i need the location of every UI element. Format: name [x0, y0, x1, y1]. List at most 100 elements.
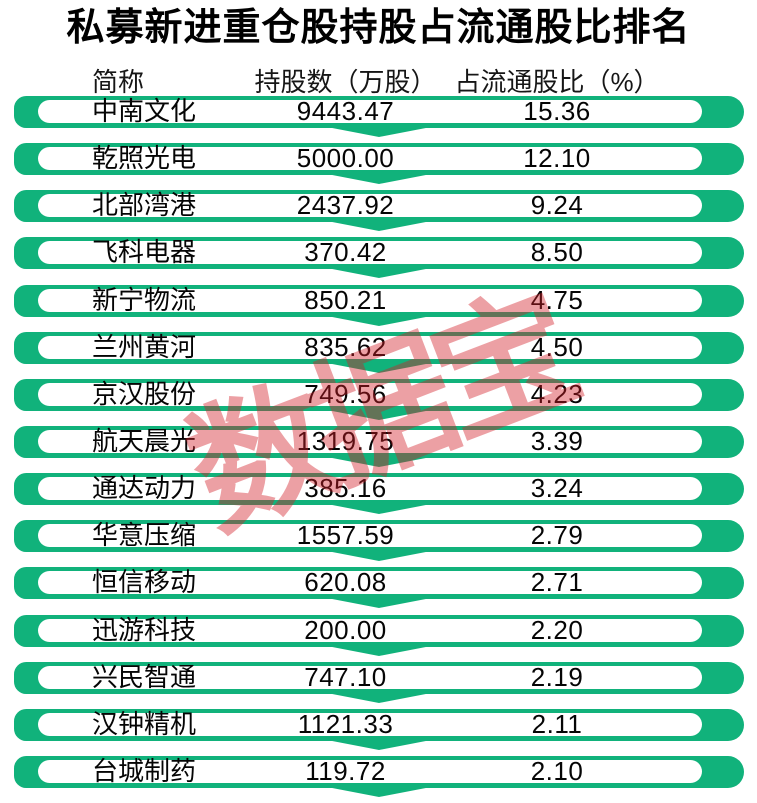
table-row: 兰州黄河 835.62 4.50 [0, 331, 757, 379]
stock-name: 北部湾港 [92, 190, 197, 221]
stock-name: 汉钟精机 [92, 708, 197, 739]
row-bar: 迅游科技 200.00 2.20 [14, 614, 744, 656]
ratio-value: 3.24 [530, 473, 584, 504]
stock-name: 台城制药 [92, 755, 197, 786]
row-bar: 华意压缩 1557.59 2.79 [14, 520, 744, 562]
table-row: 台城制药 119.72 2.10 [0, 755, 757, 803]
shares-value: 835.62 [304, 331, 387, 362]
down-arrow-icon [327, 551, 431, 562]
table-row: 航天晨光 1319.75 3.39 [0, 425, 757, 473]
table-row: 新宁物流 850.21 4.75 [0, 284, 757, 332]
ranking-list: 中南文化 9443.47 15.36 乾照光电 5000.00 12.10 北部… [0, 96, 757, 803]
shares-value: 850.21 [304, 284, 387, 315]
row-pill: 华意压缩 1557.59 2.79 [38, 520, 702, 551]
stock-name: 通达动力 [92, 473, 197, 504]
shares-value: 620.08 [304, 567, 387, 598]
page-title: 私募新进重仓股持股占流通股比排名 [66, 7, 691, 49]
stock-name: 乾照光电 [92, 143, 197, 174]
ratio-value: 15.36 [523, 96, 591, 126]
ratio-value: 2.20 [530, 614, 584, 645]
row-bar: 航天晨光 1319.75 3.39 [14, 425, 744, 467]
down-arrow-icon [327, 739, 431, 750]
ratio-value: 2.79 [530, 520, 584, 551]
row-pill: 新宁物流 850.21 4.75 [38, 284, 702, 315]
row-bar: 兰州黄河 835.62 4.50 [14, 331, 744, 373]
shares-value: 370.42 [304, 237, 387, 268]
row-bar: 恒信移动 620.08 2.71 [14, 567, 744, 609]
down-arrow-icon [327, 598, 431, 609]
table-row: 通达动力 385.16 3.24 [0, 473, 757, 520]
row-pill: 迅游科技 200.00 2.20 [38, 614, 702, 645]
shares-value: 1557.59 [296, 520, 395, 551]
shares-value: 200.00 [304, 614, 387, 645]
row-bar: 北部湾港 2437.92 9.24 [14, 190, 744, 232]
table-row: 恒信移动 620.08 2.71 [0, 567, 757, 614]
row-pill: 北部湾港 2437.92 9.24 [38, 190, 702, 221]
row-pill: 兰州黄河 835.62 4.50 [38, 331, 702, 362]
down-arrow-icon [327, 268, 431, 279]
ratio-value: 4.23 [530, 378, 584, 409]
ratio-value: 8.50 [530, 237, 584, 268]
down-arrow-icon [327, 692, 431, 703]
shares-value: 385.16 [304, 473, 387, 504]
shares-value: 119.72 [305, 755, 386, 786]
down-arrow-icon [327, 174, 431, 185]
ratio-value: 3.39 [530, 425, 584, 456]
row-pill: 通达动力 385.16 3.24 [38, 473, 702, 504]
column-header-shares: 持股数（万股） [254, 67, 437, 97]
stock-name: 迅游科技 [92, 614, 197, 645]
shares-value: 9443.47 [296, 96, 395, 126]
row-pill: 飞科电器 370.42 8.50 [38, 237, 702, 268]
ratio-value: 2.10 [530, 755, 584, 786]
table-row: 华意压缩 1557.59 2.79 [0, 520, 757, 567]
row-pill: 乾照光电 5000.00 12.10 [38, 143, 702, 174]
table-row: 乾照光电 5000.00 12.10 [0, 143, 757, 190]
column-header-name: 简称 [92, 67, 145, 97]
shares-value: 747.10 [304, 661, 387, 692]
row-bar: 通达动力 385.16 3.24 [14, 473, 744, 515]
stock-name: 兴民智通 [92, 661, 197, 692]
down-arrow-icon [327, 315, 431, 326]
ratio-value: 4.50 [530, 331, 584, 362]
stock-name: 航天晨光 [92, 425, 197, 456]
row-pill: 航天晨光 1319.75 3.39 [38, 425, 702, 456]
down-arrow-icon [327, 504, 431, 515]
row-bar: 京汉股份 749.56 4.23 [14, 378, 744, 420]
table-row: 中南文化 9443.47 15.36 [0, 96, 757, 143]
table-row: 京汉股份 749.56 4.23 [0, 378, 757, 426]
stock-name: 飞科电器 [92, 237, 197, 268]
shares-value: 749.56 [304, 378, 387, 409]
stock-name: 兰州黄河 [92, 331, 197, 362]
stock-name: 恒信移动 [92, 567, 197, 598]
shares-value: 1121.33 [297, 708, 394, 739]
table-row: 汉钟精机 1121.33 2.11 [0, 708, 757, 756]
ratio-value: 2.19 [530, 661, 584, 692]
ratio-value: 4.75 [530, 284, 584, 315]
row-bar: 飞科电器 370.42 8.50 [14, 237, 744, 279]
row-bar: 中南文化 9443.47 15.36 [14, 96, 744, 137]
row-pill: 京汉股份 749.56 4.23 [38, 378, 702, 409]
row-pill: 中南文化 9443.47 15.36 [38, 96, 702, 126]
ratio-value: 2.11 [531, 708, 583, 739]
down-arrow-icon [327, 362, 431, 373]
table-header: 简称 持股数（万股） 占流通股比（%） [38, 62, 702, 97]
row-bar: 台城制药 119.72 2.10 [14, 755, 744, 797]
stock-name: 华意压缩 [92, 520, 197, 551]
row-bar: 新宁物流 850.21 4.75 [14, 284, 744, 326]
down-arrow-icon [327, 127, 431, 137]
row-pill: 兴民智通 747.10 2.19 [38, 661, 702, 692]
down-arrow-icon [327, 786, 431, 797]
stock-name: 新宁物流 [92, 284, 197, 315]
ratio-value: 2.71 [530, 567, 584, 598]
stock-name: 中南文化 [92, 96, 197, 126]
down-arrow-icon [327, 221, 431, 232]
table-row: 兴民智通 747.10 2.19 [0, 661, 757, 709]
table-row: 北部湾港 2437.92 9.24 [0, 190, 757, 237]
shares-value: 2437.92 [296, 190, 395, 221]
row-bar: 兴民智通 747.10 2.19 [14, 661, 744, 703]
row-pill: 汉钟精机 1121.33 2.11 [38, 708, 702, 739]
row-pill: 恒信移动 620.08 2.71 [38, 567, 702, 598]
down-arrow-icon [327, 645, 431, 656]
down-arrow-icon [327, 409, 431, 420]
ratio-value: 12.10 [523, 143, 591, 174]
